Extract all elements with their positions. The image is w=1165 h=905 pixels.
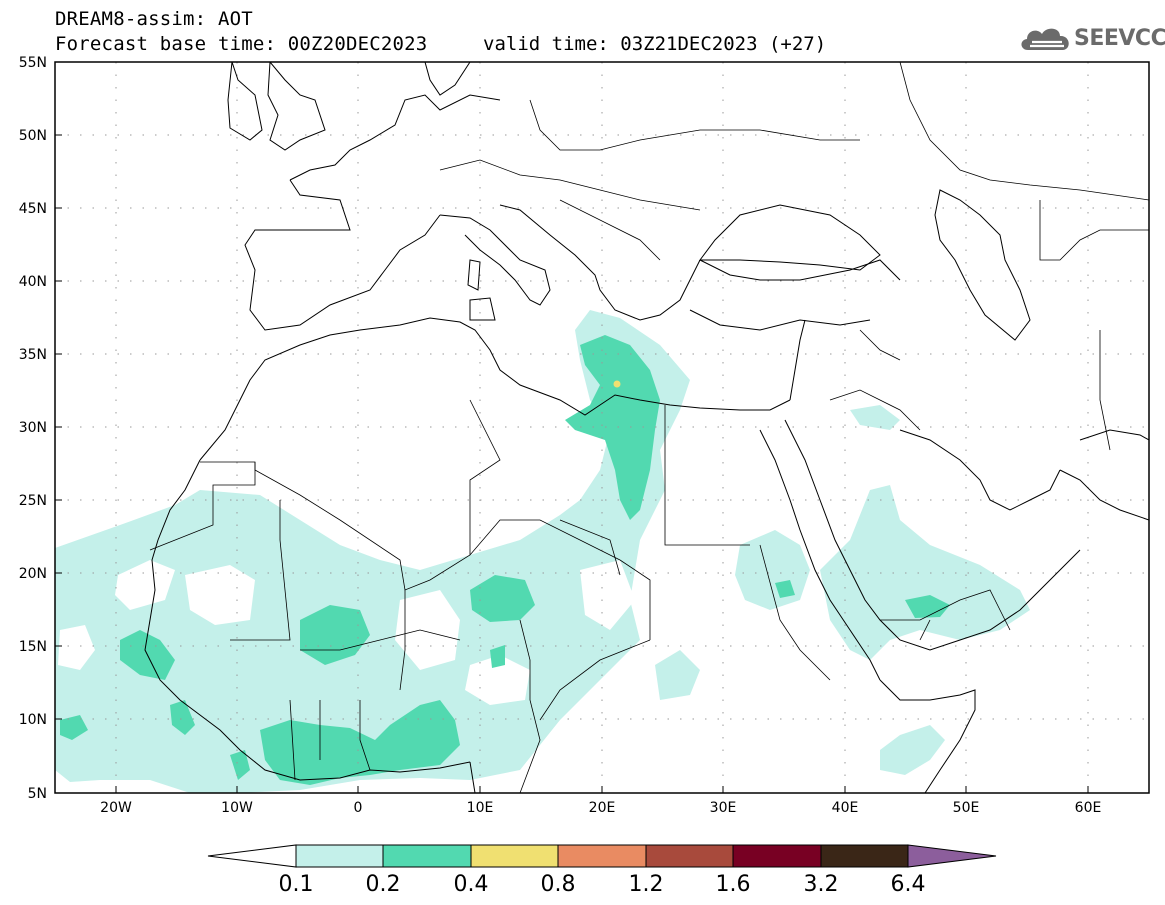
lon-label: 10E [467, 800, 494, 816]
colorbar-segment [557, 844, 647, 868]
lat-label: 20N [19, 566, 47, 582]
lat-label: 5N [28, 786, 47, 802]
cloud-icon [1021, 28, 1069, 50]
logo-text: SEEVCCC [1074, 26, 1165, 51]
lat-label: 25N [19, 493, 47, 509]
axis-ticks [55, 61, 1089, 793]
colorbar-label: 0.8 [541, 872, 576, 897]
colorbar-label: 0.1 [279, 872, 314, 897]
lat-label: 45N [19, 201, 47, 217]
colorbar-segment [295, 844, 384, 868]
colorbar-segment [820, 844, 909, 868]
colorbar-label: 0.4 [454, 872, 489, 897]
colorbar-arrow-right [907, 844, 997, 868]
lat-label: 55N [19, 55, 47, 71]
colorbar-label: 1.6 [716, 872, 751, 897]
lat-label: 35N [19, 347, 47, 363]
lat-label: 15N [19, 639, 47, 655]
colorbar-label: 6.4 [891, 872, 926, 897]
colorbar-label: 1.2 [629, 872, 664, 897]
map-area [55, 62, 1149, 793]
lon-label: 60E [1075, 800, 1102, 816]
colorbar-segment [732, 844, 822, 868]
colorbar-label: 3.2 [804, 872, 839, 897]
valid-time: valid time: 03Z21DEC2023 (+27) [483, 33, 827, 55]
latitude-labels: 55N 50N 45N 40N 35N 30N 25N 20N 15N 10N … [19, 55, 47, 802]
lon-label: 0 [354, 800, 363, 816]
colorbar-segment [382, 844, 472, 868]
lon-label: 20E [589, 800, 616, 816]
lat-label: 40N [19, 274, 47, 290]
lon-label: 30E [710, 800, 737, 816]
aot-hotspot [613, 380, 621, 388]
lat-label: 50N [19, 128, 47, 144]
coastlines [144, 62, 1149, 793]
lat-label: 10N [19, 712, 47, 728]
aot-contour-0.2-0.4 [60, 335, 950, 785]
forecast-base-time: Forecast base time: 00Z20DEC2023 [55, 33, 428, 55]
lon-label: 40E [832, 800, 859, 816]
seevccc-logo: SEEVCCC [1018, 22, 1165, 58]
lon-label: 50E [953, 800, 980, 816]
aot-contour-0.1-0.2 [55, 310, 1030, 793]
colorbar-segment [470, 844, 559, 868]
map-title: DREAM8-assim: AOT [55, 8, 253, 30]
colorbar-label: 0.2 [366, 872, 401, 897]
longitude-labels: 20W 10W 0 10E 20E 30E 40E 50E 60E [100, 800, 1101, 816]
colorbar: 0.1 0.2 0.4 0.8 1.2 1.6 3.2 6.4 [207, 844, 997, 897]
lat-label: 30N [19, 420, 47, 436]
colorbar-segment [645, 844, 734, 868]
lon-label: 20W [100, 800, 132, 816]
country-borders [149, 62, 1149, 793]
colorbar-arrow-left [207, 844, 297, 868]
lon-label: 10W [221, 800, 253, 816]
